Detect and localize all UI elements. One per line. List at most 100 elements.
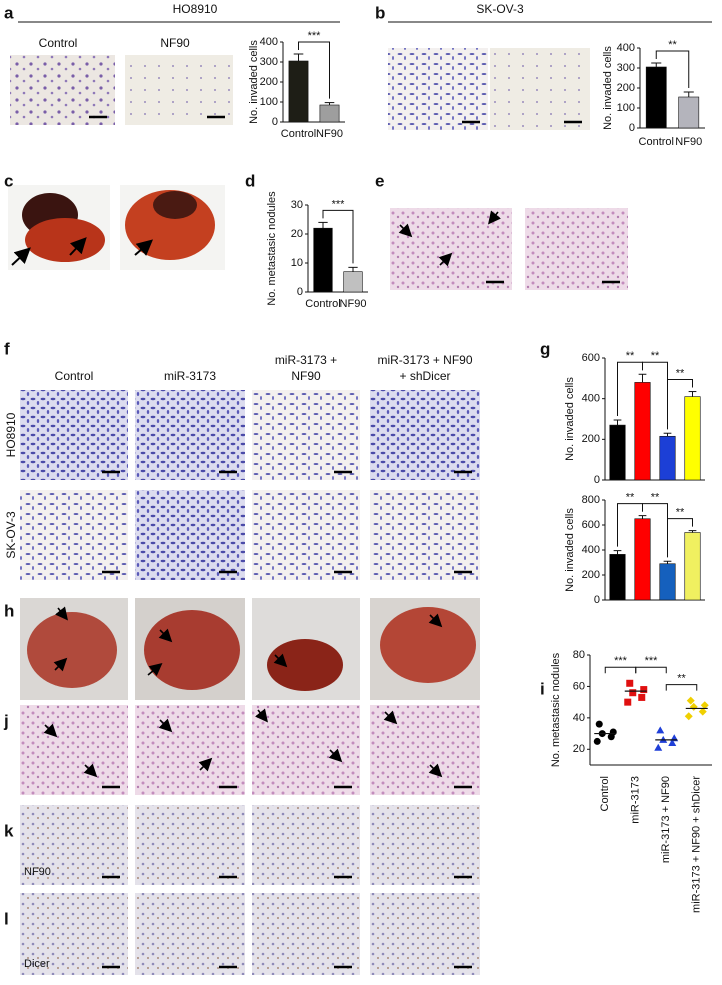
- column-header: Control: [55, 369, 94, 383]
- micrograph: [252, 705, 360, 795]
- point: [609, 728, 617, 736]
- arrow: [398, 223, 413, 238]
- y-axis-label: No. invaded cells: [248, 40, 260, 124]
- row-label: SK-OV-3: [4, 511, 18, 559]
- significance-bracket: [655, 50, 690, 88]
- arrow: [198, 757, 213, 772]
- micrograph: [370, 705, 480, 795]
- arrow: [53, 657, 68, 672]
- panel-letter: j: [3, 711, 9, 730]
- arrow: [328, 748, 343, 763]
- arrow: [69, 237, 87, 256]
- significance-label: **: [668, 39, 677, 51]
- arrow: [438, 252, 453, 267]
- micrograph: [370, 893, 480, 975]
- micrograph: [20, 893, 128, 975]
- y-tick-label: 600: [582, 519, 600, 531]
- micrograph: [370, 805, 480, 885]
- y-axis-label: No. invaded cells: [564, 377, 576, 461]
- y-tick-label: 800: [582, 494, 600, 506]
- arrow: [134, 239, 154, 256]
- x-tick-label: Control: [281, 128, 316, 140]
- image-label: Control: [39, 36, 78, 50]
- x-tick-label: Control: [639, 136, 674, 148]
- y-tick-label: 200: [617, 82, 635, 94]
- y-tick-label: 0: [272, 116, 278, 128]
- panel-letter: g: [540, 339, 550, 358]
- significance-bracket: [298, 41, 330, 99]
- stain-label: Dicer: [24, 958, 50, 970]
- y-tick-label: 400: [582, 393, 600, 405]
- bar: [609, 424, 626, 481]
- y-axis-label: No. invaded cells: [602, 46, 614, 130]
- histology-grid: [20, 705, 480, 975]
- bar: [684, 396, 701, 481]
- row-label: HO8910: [4, 412, 18, 457]
- significance-label: **: [676, 367, 685, 379]
- micrograph: [135, 705, 245, 795]
- significance-label: ***: [332, 198, 346, 210]
- arrow: [428, 613, 443, 628]
- bar: [343, 271, 363, 293]
- micrograph: [370, 490, 480, 580]
- y-tick-label: 30: [291, 199, 303, 211]
- panel-letter: b: [375, 3, 385, 22]
- y-axis-label: No. invaded cells: [564, 508, 576, 592]
- arrow: [147, 662, 163, 677]
- panel-letter: d: [245, 171, 255, 190]
- column-header: miR-3173: [164, 369, 216, 383]
- significance-label: **: [651, 492, 660, 504]
- column-header: + shDicer: [399, 369, 450, 383]
- significance-label: ***: [614, 655, 628, 667]
- point: [700, 701, 709, 710]
- bar: [634, 518, 651, 601]
- arrow: [383, 710, 398, 725]
- y-tick-label: 20: [573, 743, 585, 755]
- x-tick-label: miR-3173 + NF90 + shDicer: [691, 776, 703, 913]
- panel-letter: h: [4, 601, 14, 620]
- lung: [153, 191, 197, 219]
- significance-bracket: [667, 518, 693, 558]
- column-header: NF90: [291, 369, 321, 383]
- bar: [684, 532, 701, 601]
- micrograph: [135, 490, 245, 580]
- micrograph: [370, 390, 480, 480]
- point: [656, 726, 665, 734]
- lung: [380, 607, 476, 683]
- panel-letter: a: [4, 3, 14, 22]
- point: [595, 720, 603, 728]
- micrograph: [20, 805, 128, 885]
- y-tick-label: 80: [573, 649, 585, 661]
- y-tick-label: 10: [291, 257, 303, 269]
- x-tick-label: Control: [305, 298, 340, 310]
- panel-letter: f: [4, 339, 10, 358]
- significance-label: **: [626, 350, 635, 362]
- y-tick-label: 20: [291, 228, 303, 240]
- micrograph: [388, 48, 488, 130]
- column-header: miR-3173 + NF90: [377, 353, 472, 367]
- significance-bracket: [667, 379, 693, 430]
- significance-bracket: [665, 684, 698, 691]
- bar: [659, 435, 676, 481]
- point: [684, 712, 693, 721]
- stain-label: NF90: [24, 866, 51, 878]
- bar: [659, 563, 676, 601]
- point: [640, 686, 648, 694]
- point: [686, 696, 695, 705]
- significance-label: ***: [308, 30, 322, 42]
- y-tick-label: 200: [582, 569, 600, 581]
- point: [668, 739, 677, 746]
- arrow: [488, 210, 501, 225]
- y-tick-label: 0: [629, 122, 635, 134]
- x-tick-label: NF90: [316, 128, 343, 140]
- micrograph: [20, 705, 128, 795]
- y-tick-label: 400: [617, 42, 635, 54]
- point: [654, 743, 663, 751]
- y-tick-label: 600: [582, 352, 600, 364]
- x-tick-label: miR-3173: [630, 776, 642, 824]
- micrograph: [135, 893, 245, 975]
- lung-photos: [20, 598, 480, 700]
- arrow: [43, 723, 58, 738]
- micrograph: [252, 490, 360, 580]
- significance-label: **: [626, 492, 635, 504]
